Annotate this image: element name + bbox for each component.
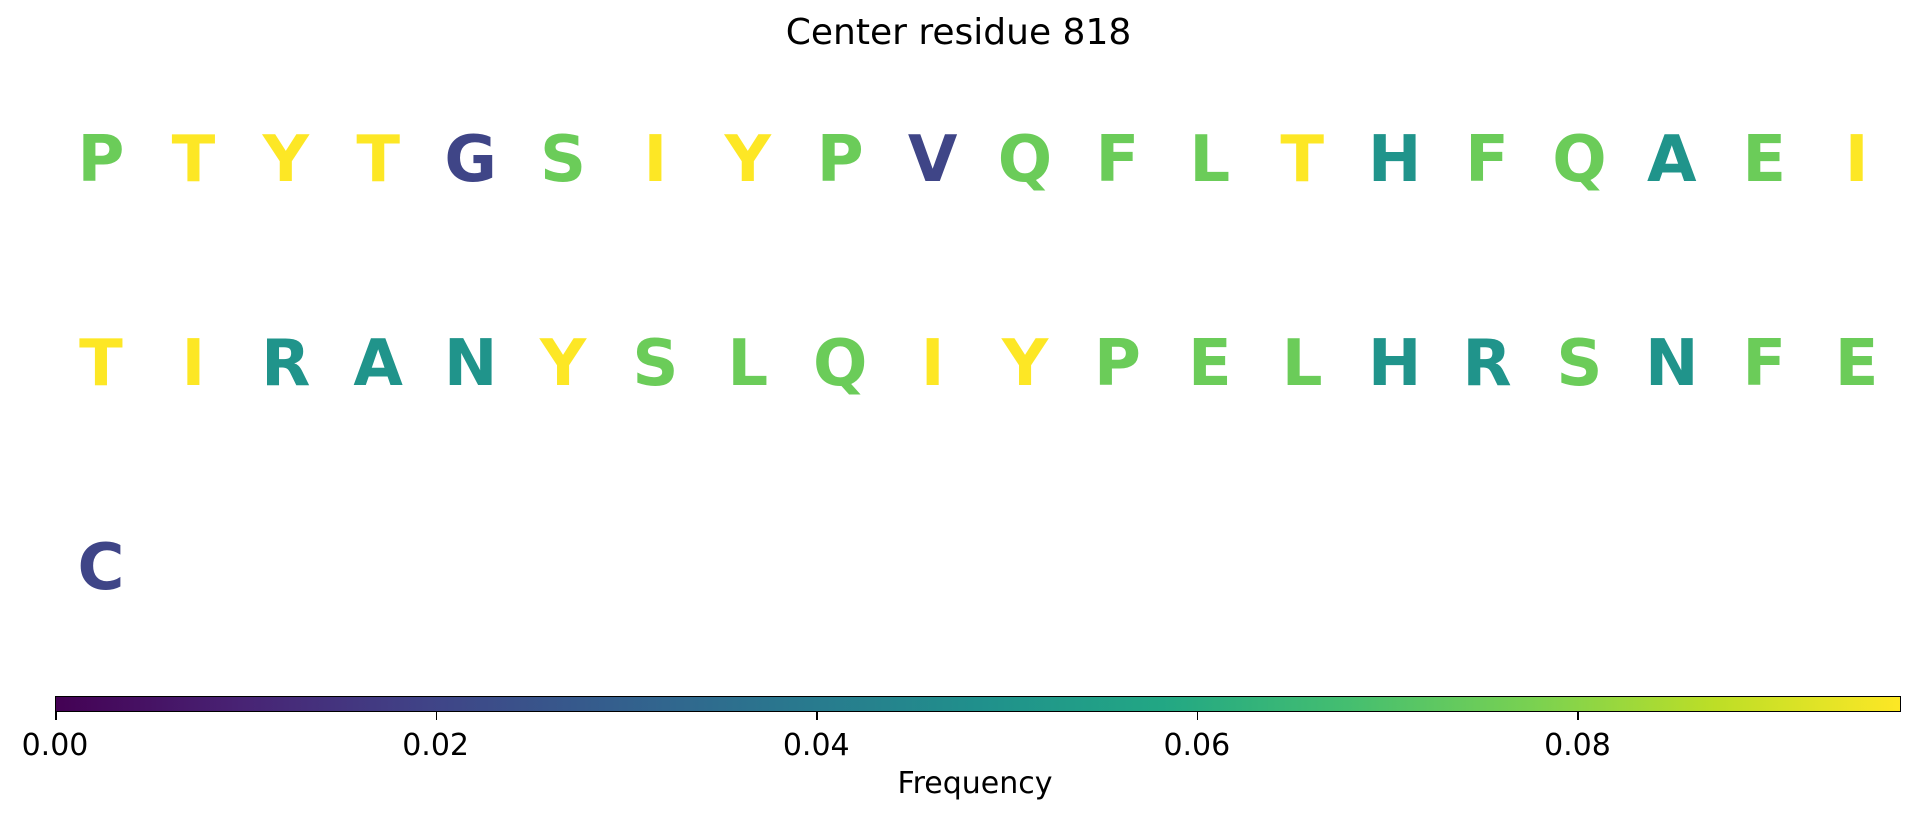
- residue-letter: T: [1280, 123, 1325, 197]
- chart-title: Center residue 818: [785, 12, 1132, 53]
- residue-letter: C: [77, 531, 125, 605]
- residue-letter: P: [1093, 327, 1141, 401]
- residue-letter: Q: [1552, 123, 1607, 197]
- residue-letter: A: [353, 327, 403, 401]
- colorbar-tick-label: 0.06: [1163, 728, 1231, 763]
- residue-letter: E: [1742, 123, 1787, 197]
- residue-letter: G: [444, 123, 497, 197]
- colorbar-tick-label: 0.00: [21, 728, 89, 763]
- residue-letter: R: [261, 327, 311, 401]
- residue-letter: F: [1465, 123, 1509, 197]
- residue-letter: I: [181, 327, 206, 401]
- residue-letter: F: [1095, 123, 1140, 197]
- residue-letter: E: [1834, 327, 1879, 401]
- residue-letter: I: [643, 123, 668, 197]
- colorbar-tick: [816, 712, 818, 720]
- colorbar-tick-label: 0.08: [1544, 728, 1611, 763]
- residue-letter: Y: [262, 123, 309, 197]
- residue-letter: H: [1367, 327, 1422, 401]
- residue-letter: I: [920, 327, 945, 401]
- residue-letter: Y: [724, 123, 771, 197]
- residue-letter: P: [77, 123, 125, 197]
- residue-letter: L: [727, 327, 769, 401]
- residue-letter: S: [632, 327, 679, 401]
- residue-letter: Q: [997, 123, 1053, 197]
- colorbar-tick: [1196, 712, 1199, 720]
- residue-letter: N: [443, 327, 498, 401]
- colorbar-tick: [1577, 712, 1579, 720]
- residue-letter: Y: [539, 327, 587, 401]
- residue-letter: S: [539, 123, 587, 197]
- colorbar-label: Frequency: [897, 766, 1053, 801]
- colorbar-tick-label: 0.04: [782, 728, 850, 763]
- residue-letter: P: [816, 123, 864, 197]
- residue-letter: N: [1645, 327, 1699, 401]
- residue-letter: S: [1556, 327, 1603, 401]
- residue-letter: V: [907, 123, 958, 197]
- colorbar: [55, 696, 1901, 712]
- residue-letter: Q: [812, 327, 868, 401]
- residue-letter: Y: [1001, 327, 1049, 401]
- residue-letter: E: [1187, 327, 1232, 401]
- colorbar-tick-label: 0.02: [402, 728, 469, 763]
- colorbar-tick: [435, 712, 438, 720]
- residue-letter: R: [1462, 327, 1512, 401]
- residue-letter: L: [1189, 123, 1231, 197]
- residue-letter: I: [1844, 123, 1869, 197]
- residue-letter: A: [1647, 123, 1697, 197]
- residue-letter: H: [1367, 123, 1422, 197]
- residue-letter: T: [171, 123, 216, 197]
- colorbar-tick: [55, 712, 57, 720]
- residue-letter: L: [1281, 327, 1323, 401]
- residue-letter: F: [1742, 327, 1787, 401]
- residue-letter: T: [79, 327, 123, 401]
- residue-letter: T: [356, 123, 401, 197]
